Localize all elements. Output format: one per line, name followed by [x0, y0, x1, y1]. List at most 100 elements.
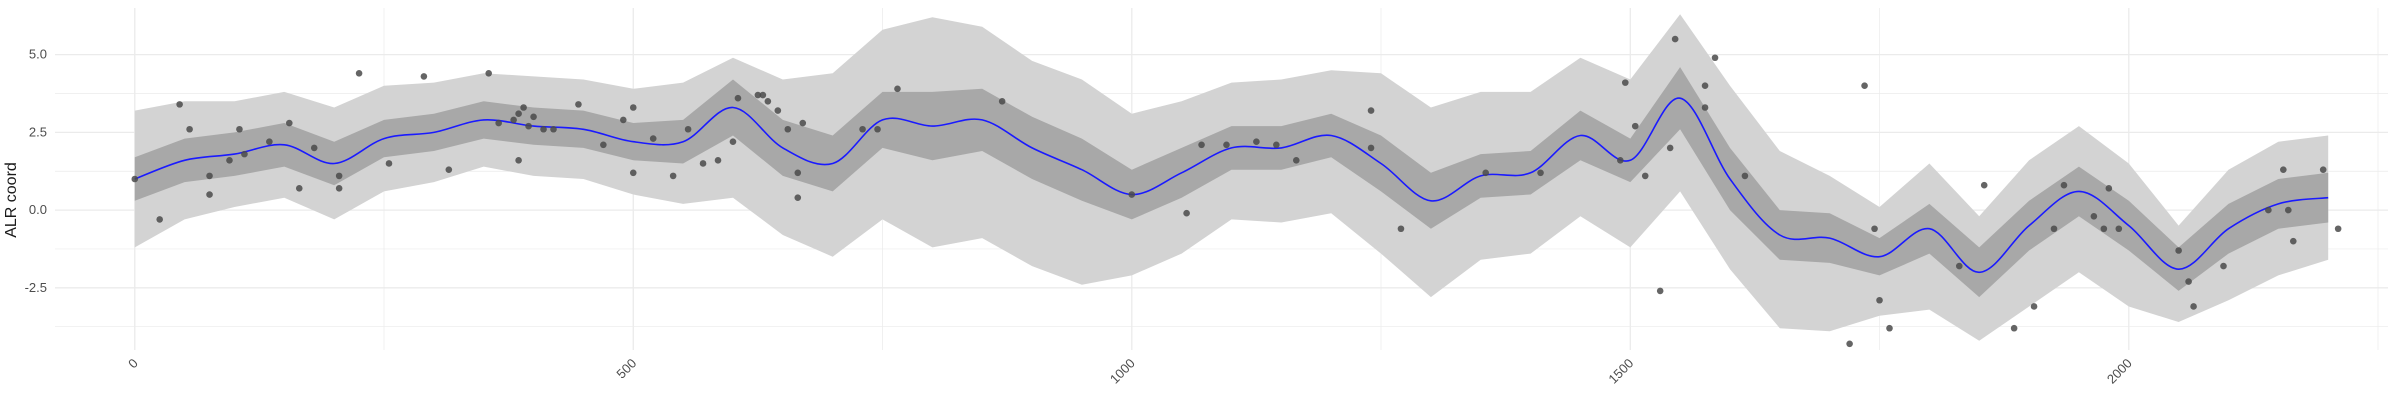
data-point: [1741, 172, 1749, 180]
data-point: [1846, 340, 1853, 348]
data-point: [186, 125, 193, 133]
data-point: [619, 116, 627, 124]
smooth-fit-line: [134, 97, 2329, 274]
data-point: [794, 194, 802, 201]
data-point: [2090, 213, 2098, 220]
data-point: [1955, 262, 1963, 270]
data-point: [2185, 278, 2192, 285]
data-point: [2319, 166, 2327, 173]
data-point: [759, 91, 767, 99]
data-point: [1198, 141, 1205, 149]
data-point: [2334, 225, 2342, 233]
data-point: [2115, 225, 2123, 233]
data-point: [1617, 157, 1624, 164]
data-point: [550, 125, 557, 133]
data-point: [206, 191, 213, 198]
y-axis-ticks: 5.0 2.5 0.0 -2.5: [25, 47, 47, 295]
y-tick-label: 0.0: [29, 202, 47, 217]
data-point: [629, 169, 637, 177]
data-point: [2105, 185, 2113, 192]
data-point: [784, 125, 792, 133]
data-point: [729, 138, 737, 145]
data-point: [874, 125, 881, 133]
data-point: [241, 150, 248, 158]
data-point: [575, 101, 582, 108]
x-tick-label: 0: [125, 356, 141, 372]
data-point: [2030, 303, 2038, 310]
data-point: [1861, 82, 1868, 90]
data-point: [1128, 191, 1136, 198]
data-point: [515, 110, 522, 118]
data-point: [335, 185, 343, 192]
data-point: [894, 85, 901, 93]
x-axis-ticks: 0 500 1000 1500 2000: [125, 356, 2135, 387]
observations: [131, 35, 2342, 348]
data-point: [2190, 303, 2197, 310]
x-tick-label: 2000: [2104, 356, 2135, 387]
x-tick-label: 1000: [1107, 356, 1138, 387]
data-point: [2060, 181, 2068, 189]
data-point: [2220, 262, 2227, 270]
y-axis-title: ALR coord: [3, 162, 20, 238]
data-point: [420, 73, 428, 80]
data-point: [859, 125, 866, 133]
data-point: [600, 141, 607, 149]
data-point: [764, 97, 772, 105]
data-point: [1641, 172, 1649, 180]
data-point: [485, 69, 492, 77]
data-point: [520, 104, 527, 111]
data-point: [1701, 104, 1709, 111]
data-point: [295, 185, 303, 192]
data-point: [1482, 169, 1490, 177]
inner-confidence-band: [134, 67, 2329, 298]
data-point: [1631, 122, 1639, 130]
data-point: [385, 160, 393, 167]
data-point: [1537, 169, 1544, 177]
data-point: [515, 157, 522, 164]
data-point: [2280, 166, 2287, 173]
data-point: [649, 135, 657, 142]
data-point: [1621, 79, 1629, 86]
data-point: [1871, 225, 1878, 233]
data-point: [530, 113, 537, 121]
data-point: [998, 97, 1006, 105]
data-point: [285, 119, 293, 127]
data-point: [1367, 107, 1375, 114]
x-tick-label: 1500: [1605, 356, 1636, 387]
data-point: [1397, 225, 1405, 233]
data-point: [774, 107, 782, 114]
data-point: [2284, 206, 2292, 214]
data-point: [176, 101, 183, 108]
data-point: [1367, 144, 1375, 152]
data-point: [1701, 82, 1709, 90]
data-point: [1223, 141, 1230, 149]
data-point: [540, 125, 547, 133]
data-point: [236, 125, 243, 133]
data-point: [1253, 138, 1260, 145]
data-point: [355, 69, 363, 77]
data-point: [2265, 206, 2272, 214]
data-point: [1183, 209, 1190, 217]
data-point: [156, 216, 163, 223]
data-point: [266, 138, 273, 145]
data-point: [684, 125, 692, 133]
confidence-bands: [134, 14, 2329, 341]
data-point: [131, 175, 139, 183]
data-point: [525, 122, 532, 130]
data-point: [206, 172, 213, 180]
data-point: [1980, 181, 1988, 189]
data-point: [1876, 296, 1883, 304]
x-tick-label: 500: [613, 356, 639, 382]
y-tick-label: -2.5: [25, 280, 47, 295]
data-point: [1671, 35, 1679, 43]
data-point: [510, 116, 517, 124]
data-point: [335, 172, 343, 180]
data-point: [794, 169, 802, 177]
data-point: [1273, 141, 1280, 149]
data-point: [1292, 157, 1300, 164]
data-point: [754, 91, 762, 99]
data-point: [2289, 237, 2297, 245]
data-point: [629, 104, 637, 111]
data-point: [1886, 324, 1893, 332]
